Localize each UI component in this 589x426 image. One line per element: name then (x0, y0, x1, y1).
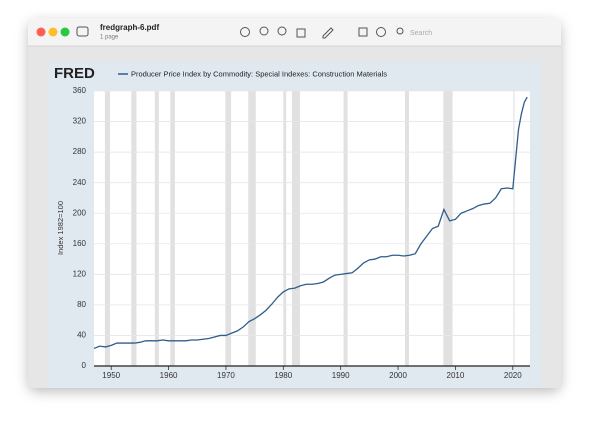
title-bar (28, 18, 561, 46)
recession-band (104, 91, 111, 366)
share-button[interactable] (296, 28, 306, 38)
y-tick-label: 360 (73, 86, 87, 95)
y-tick-label: 240 (73, 178, 87, 187)
y-tick-label: 280 (73, 147, 87, 156)
page-count: 1 page (100, 35, 119, 41)
x-tick-label: 1960 (160, 371, 178, 380)
markup-button[interactable] (322, 27, 334, 39)
plot-area (94, 91, 530, 366)
sidebar-button[interactable] (76, 26, 89, 37)
recession-band (225, 91, 232, 366)
zoom-in-button[interactable] (277, 26, 287, 36)
zoom-button[interactable] (60, 27, 70, 37)
recession-band (283, 91, 287, 366)
annotate-button[interactable] (376, 27, 386, 37)
recession-band (404, 91, 409, 366)
x-tick-label: 1990 (332, 371, 350, 380)
x-tick-label: 1980 (274, 371, 292, 380)
x-tick-label: 1950 (102, 371, 120, 380)
recession-band (248, 91, 256, 366)
minimize-button[interactable] (48, 27, 58, 37)
zoom-out-button[interactable] (259, 26, 269, 36)
x-tick-label: 2000 (389, 371, 407, 380)
toolbar (240, 26, 404, 39)
recession-band (443, 91, 453, 366)
logo: FRED (54, 65, 95, 82)
x-tick-label: 2010 (447, 371, 465, 380)
recession-band (131, 91, 137, 366)
y-tick-label: 320 (73, 117, 87, 126)
x-tick-label: 1970 (217, 371, 235, 380)
legend-label: Producer Price Index by Commodity: Speci… (131, 69, 387, 78)
search-icon (396, 27, 404, 35)
search-field[interactable]: Search (410, 30, 432, 37)
y-tick-label: 40 (77, 331, 86, 340)
recession-band (170, 91, 175, 366)
recession-band (343, 91, 348, 366)
y-tick-label: 120 (73, 269, 87, 278)
recession-band (291, 91, 300, 366)
y-axis-label: Index 1982=100 (56, 201, 65, 255)
series-line (93, 96, 528, 350)
recession-band (513, 91, 515, 366)
file-name: fredgraph-6.pdf (100, 23, 159, 32)
y-tick-label: 160 (73, 239, 87, 248)
y-tick-label: 200 (73, 208, 87, 217)
recession-band (154, 91, 159, 366)
close-button[interactable] (36, 27, 46, 37)
info-button[interactable] (240, 27, 250, 37)
rotate-button[interactable] (358, 27, 368, 37)
y-tick-label: 80 (77, 300, 86, 309)
x-tick-label: 2020 (504, 371, 522, 380)
y-tick-label: 0 (82, 361, 87, 370)
